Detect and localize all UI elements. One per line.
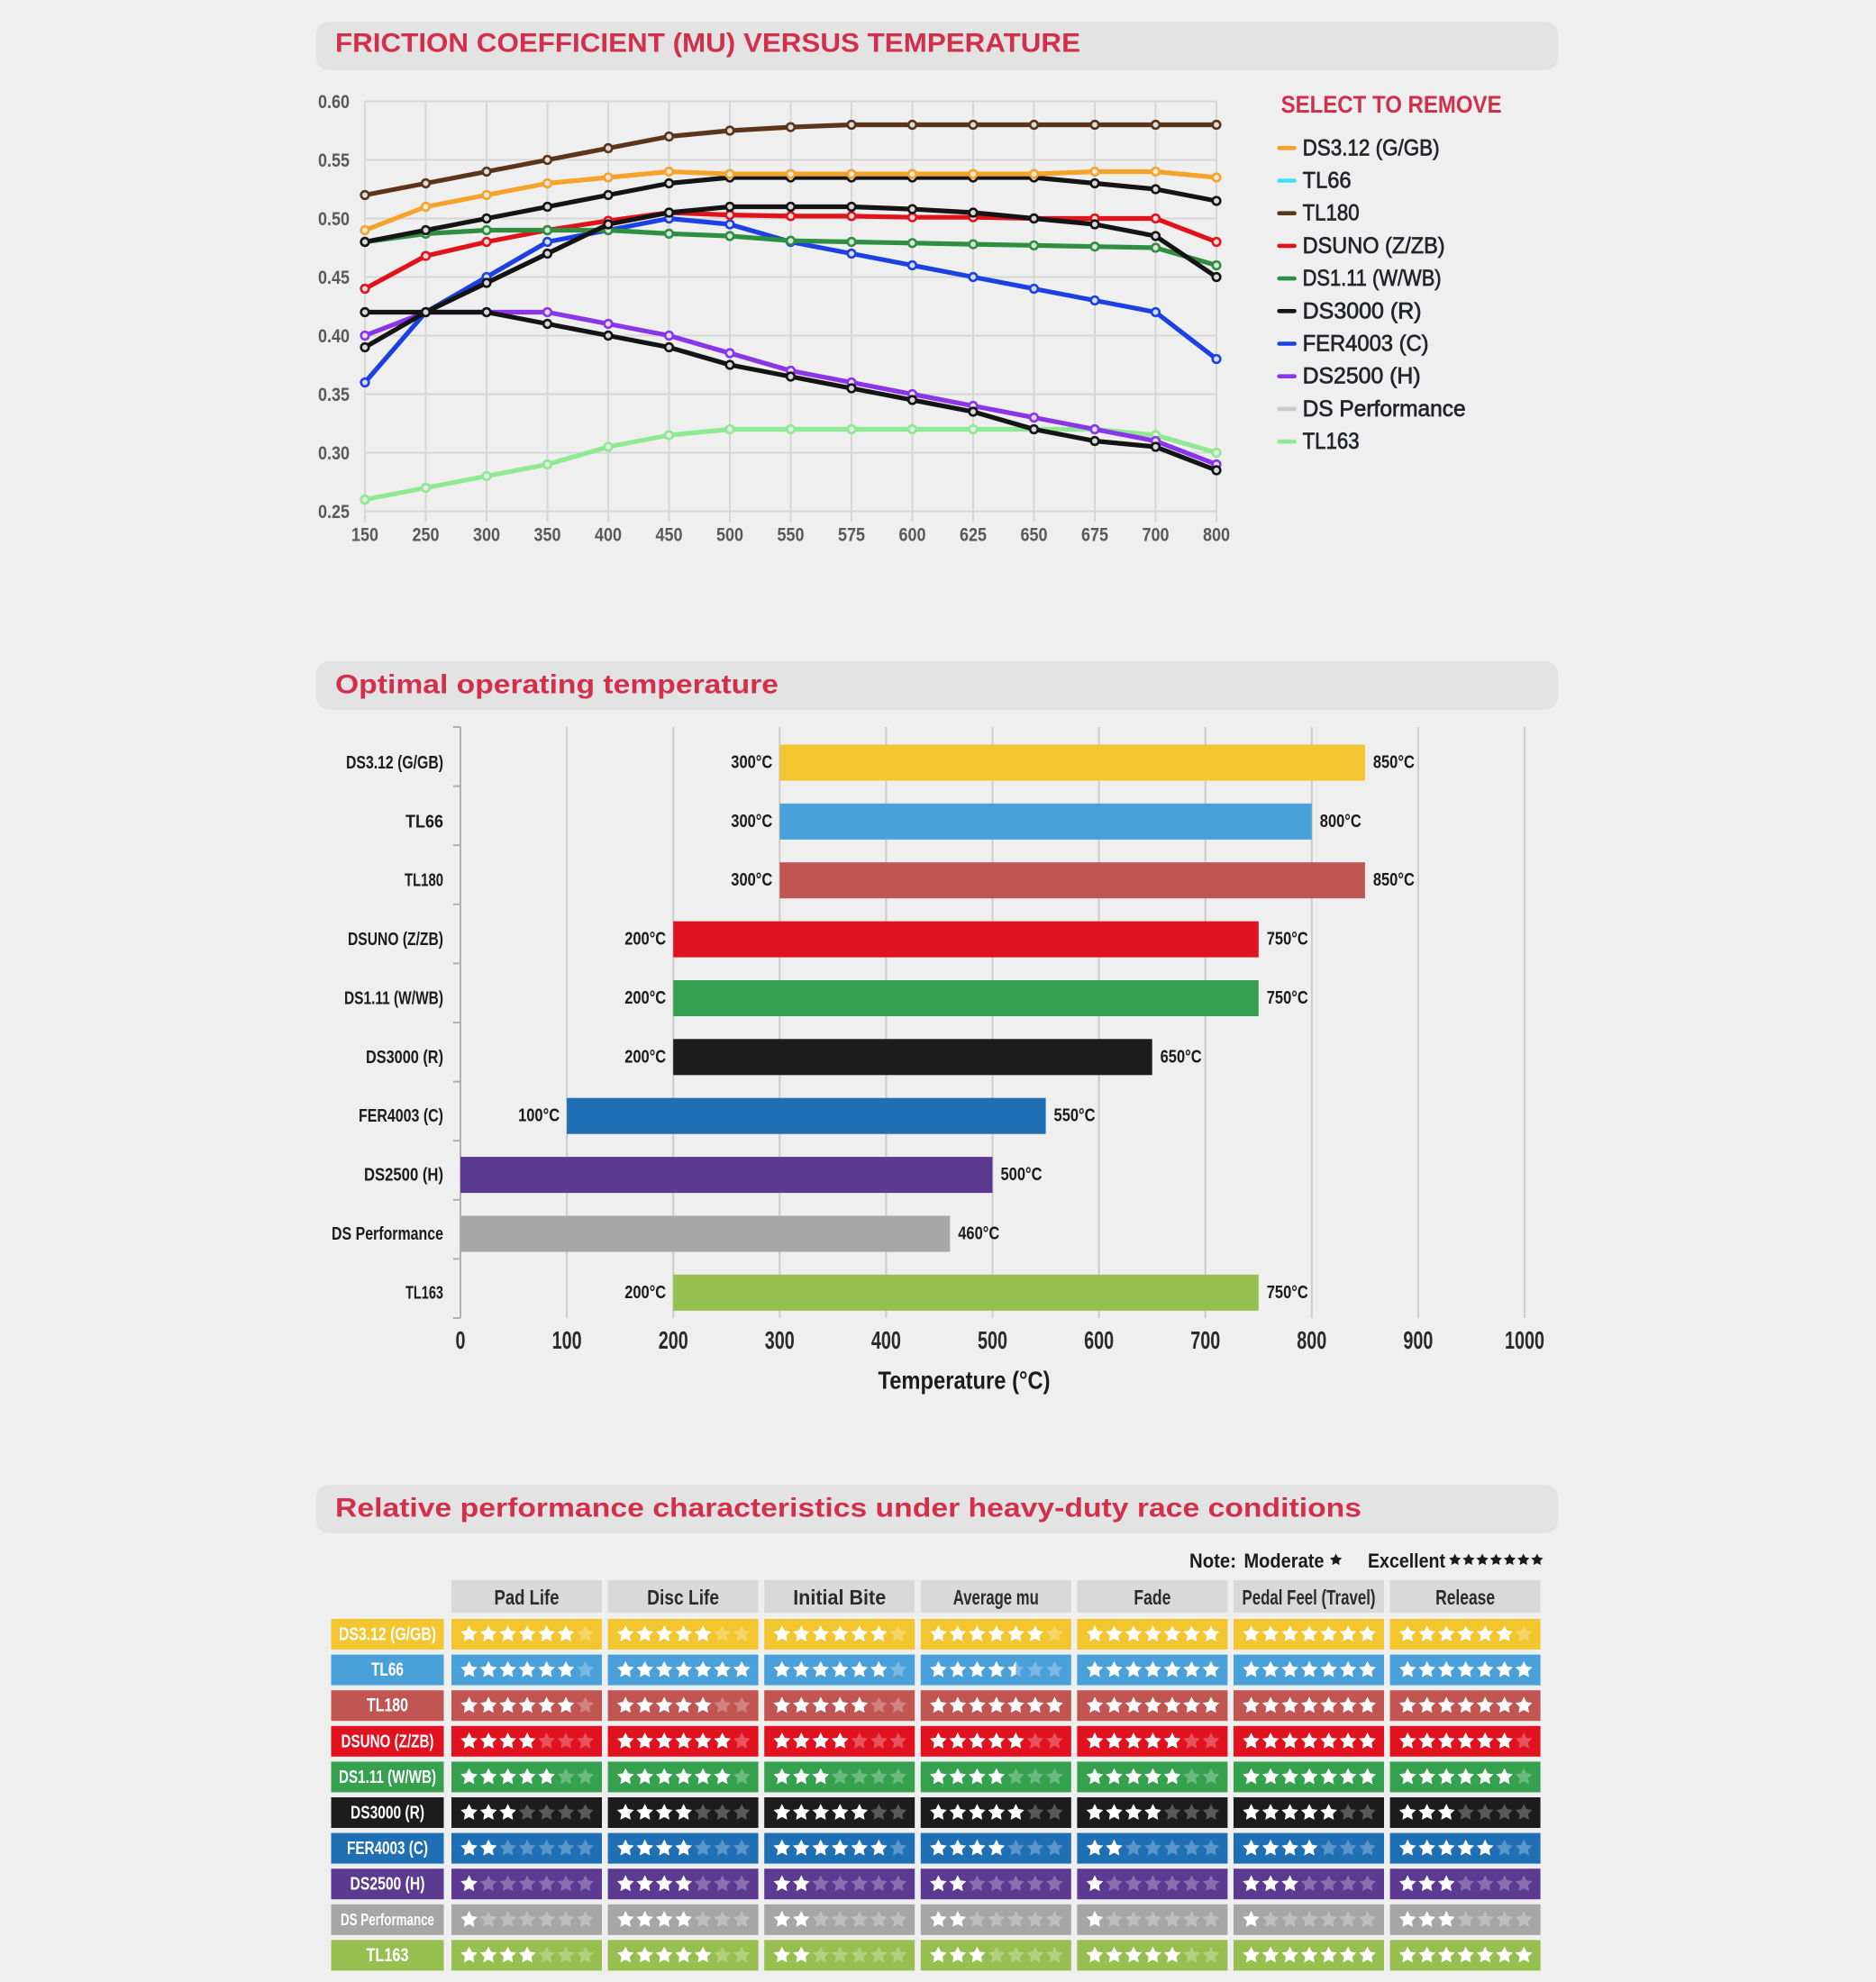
svg-text:0.55: 0.55: [318, 150, 350, 171]
svg-text:550: 550: [778, 525, 805, 546]
svg-text:650: 650: [1021, 525, 1048, 546]
svg-text:0.50: 0.50: [318, 209, 350, 230]
svg-text:0.30: 0.30: [318, 443, 350, 464]
svg-text:400: 400: [871, 1326, 901, 1354]
svg-text:TL180: TL180: [367, 1696, 408, 1716]
svg-text:DS1.11 (W/WB): DS1.11 (W/WB): [344, 987, 443, 1008]
svg-text:750°C: 750°C: [1267, 930, 1308, 950]
svg-text:1000: 1000: [1505, 1326, 1544, 1354]
svg-text:TL163: TL163: [367, 1945, 409, 1966]
svg-text:DSUNO (Z/ZB): DSUNO (Z/ZB): [342, 1731, 434, 1751]
svg-text:700: 700: [1190, 1326, 1220, 1354]
svg-text:200: 200: [659, 1326, 688, 1354]
svg-text:DS2500 (H): DS2500 (H): [364, 1165, 443, 1186]
svg-text:700: 700: [1143, 525, 1170, 546]
svg-text:Relative performance character: Relative performance characteristics und…: [335, 1494, 1361, 1523]
svg-text:Temperature (°C): Temperature (°C): [879, 1367, 1051, 1395]
svg-text:300°C: 300°C: [731, 753, 772, 773]
svg-text:Excellent: Excellent: [1368, 1550, 1446, 1572]
svg-text:Release: Release: [1435, 1586, 1495, 1609]
svg-text:800: 800: [1297, 1326, 1326, 1354]
svg-text:575: 575: [838, 525, 865, 546]
svg-text:TL163: TL163: [405, 1282, 443, 1303]
svg-text:550°C: 550°C: [1054, 1106, 1096, 1126]
svg-text:FER4003 (C): FER4003 (C): [347, 1838, 428, 1859]
svg-text:Optimal operating temperature: Optimal operating temperature: [335, 670, 779, 700]
svg-text:300°C: 300°C: [731, 870, 772, 890]
svg-text:DS Performance: DS Performance: [1303, 396, 1466, 422]
svg-text:DS1.11 (W/WB): DS1.11 (W/WB): [339, 1767, 436, 1787]
svg-text:Fade: Fade: [1134, 1586, 1170, 1609]
svg-text:TL66: TL66: [1303, 168, 1352, 194]
svg-text:FER4003 (C): FER4003 (C): [1303, 332, 1429, 357]
svg-text:0.45: 0.45: [318, 268, 350, 288]
svg-text:300: 300: [765, 1326, 795, 1354]
svg-text:DS2500 (H): DS2500 (H): [1303, 364, 1421, 389]
svg-text:SELECT TO REMOVE: SELECT TO REMOVE: [1281, 91, 1502, 118]
svg-text:Pad Life: Pad Life: [495, 1586, 560, 1609]
svg-text:Initial Bite: Initial Bite: [793, 1586, 886, 1609]
svg-text:Average mu: Average mu: [953, 1586, 1039, 1609]
svg-text:500°C: 500°C: [1001, 1165, 1043, 1185]
svg-text:TL180: TL180: [1303, 201, 1360, 226]
svg-text:450: 450: [656, 525, 683, 546]
svg-text:850°C: 850°C: [1373, 870, 1415, 890]
svg-text:0.40: 0.40: [318, 326, 350, 347]
svg-text:150: 150: [351, 525, 378, 546]
svg-text:TL180: TL180: [405, 870, 443, 891]
svg-text:750°C: 750°C: [1267, 988, 1308, 1008]
svg-text:DS3.12 (G/GB): DS3.12 (G/GB): [339, 1624, 436, 1645]
svg-text:400: 400: [595, 525, 622, 546]
svg-text:DS Performance: DS Performance: [341, 1911, 434, 1929]
svg-text:500: 500: [716, 525, 743, 546]
svg-text:DSUNO (Z/ZB): DSUNO (Z/ZB): [1303, 233, 1445, 259]
svg-text:100°C: 100°C: [518, 1106, 560, 1126]
svg-text:500: 500: [978, 1326, 1007, 1354]
svg-text:350: 350: [534, 525, 561, 546]
svg-text:Pedal Feel (Travel): Pedal Feel (Travel): [1243, 1586, 1376, 1609]
svg-text:800°C: 800°C: [1320, 812, 1361, 832]
svg-text:DS3.12 (G/GB): DS3.12 (G/GB): [1303, 135, 1440, 160]
svg-text:DS1.11 (W/WB): DS1.11 (W/WB): [1303, 266, 1442, 291]
svg-text:0.25: 0.25: [318, 502, 350, 523]
svg-text:FER4003 (C): FER4003 (C): [359, 1105, 443, 1126]
svg-text:100: 100: [552, 1326, 582, 1354]
svg-text:600: 600: [899, 525, 926, 546]
svg-text:0: 0: [456, 1326, 466, 1354]
svg-text:900: 900: [1403, 1326, 1433, 1354]
svg-text:DSUNO (Z/ZB): DSUNO (Z/ZB): [348, 929, 443, 950]
svg-text:DS3000 (R): DS3000 (R): [1303, 298, 1422, 323]
svg-text:DS Performance: DS Performance: [332, 1223, 443, 1244]
svg-text:650°C: 650°C: [1161, 1047, 1202, 1067]
svg-text:200°C: 200°C: [624, 988, 666, 1008]
svg-text:DS3000 (R): DS3000 (R): [351, 1803, 424, 1823]
svg-text:200°C: 200°C: [624, 1047, 666, 1067]
svg-text:DS2500 (H): DS2500 (H): [351, 1874, 425, 1895]
svg-text:625: 625: [960, 525, 987, 546]
svg-text:200°C: 200°C: [624, 1283, 666, 1303]
svg-text:DS3.12 (G/GB): DS3.12 (G/GB): [346, 752, 443, 773]
svg-text:250: 250: [413, 525, 440, 546]
svg-text:600: 600: [1084, 1326, 1114, 1354]
svg-text:200°C: 200°C: [624, 930, 666, 950]
svg-text:TL66: TL66: [405, 811, 443, 832]
svg-text:Moderate: Moderate: [1244, 1550, 1325, 1572]
svg-text:850°C: 850°C: [1373, 753, 1415, 773]
svg-text:TL66: TL66: [371, 1659, 404, 1680]
svg-text:675: 675: [1081, 525, 1108, 546]
svg-text:0.60: 0.60: [318, 92, 350, 113]
svg-text:750°C: 750°C: [1267, 1283, 1308, 1303]
svg-text:300°C: 300°C: [731, 812, 772, 832]
svg-text:300: 300: [473, 525, 500, 546]
svg-text:Disc Life: Disc Life: [647, 1586, 719, 1609]
svg-text:800: 800: [1203, 525, 1230, 546]
svg-text:DS3000 (R): DS3000 (R): [366, 1047, 443, 1068]
svg-text:TL163: TL163: [1303, 429, 1360, 454]
svg-text:460°C: 460°C: [958, 1223, 999, 1243]
svg-text:Note:: Note:: [1189, 1550, 1236, 1572]
svg-text:0.35: 0.35: [318, 385, 350, 405]
svg-text:FRICTION COEFFICIENT (MU) VERS: FRICTION COEFFICIENT (MU) VERSUS TEMPERA…: [335, 29, 1080, 59]
